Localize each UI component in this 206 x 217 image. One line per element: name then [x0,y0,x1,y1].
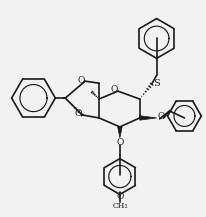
Text: O: O [158,112,165,122]
Text: O: O [75,109,82,118]
Polygon shape [140,116,157,120]
Text: O: O [116,138,124,147]
Text: CH₃: CH₃ [112,202,128,210]
Text: O: O [77,76,85,85]
Polygon shape [118,127,122,138]
Text: O: O [116,192,124,201]
Text: O: O [110,85,118,94]
Text: S: S [153,79,160,88]
